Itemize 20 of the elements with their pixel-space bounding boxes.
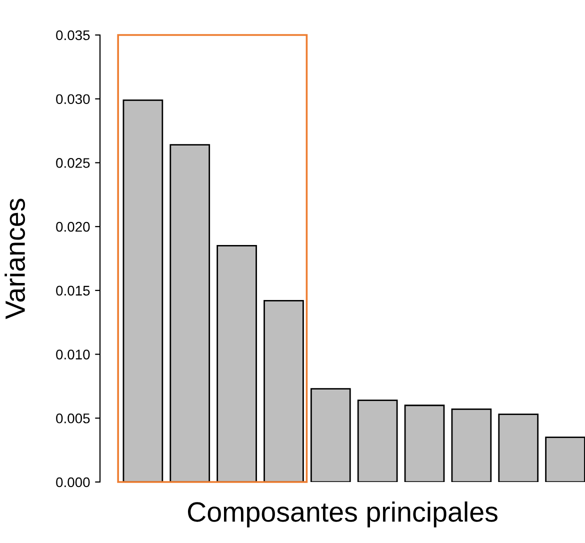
bar xyxy=(216,245,257,482)
y-tick-label: 0.005 xyxy=(56,413,90,424)
y-tick-label: 0.000 xyxy=(56,477,90,488)
x-axis-title: Composantes principales xyxy=(188,501,498,528)
y-tick-label: 0.025 xyxy=(56,158,90,168)
y-tick-label: 0.020 xyxy=(56,222,90,232)
y-tick-label: 0.035 xyxy=(56,30,90,40)
bar xyxy=(498,414,539,482)
bar xyxy=(357,400,398,482)
bar xyxy=(170,144,210,482)
bar xyxy=(545,436,585,482)
bar xyxy=(404,404,445,482)
y-axis-title: Variances xyxy=(4,198,26,320)
y-tick-label: 0.030 xyxy=(56,94,90,104)
y-tick-label: 0.010 xyxy=(56,350,90,360)
bar xyxy=(451,408,492,482)
bar xyxy=(122,99,164,482)
y-tick-label: 0.015 xyxy=(56,286,90,296)
bar xyxy=(264,300,304,482)
bar xyxy=(310,388,351,482)
